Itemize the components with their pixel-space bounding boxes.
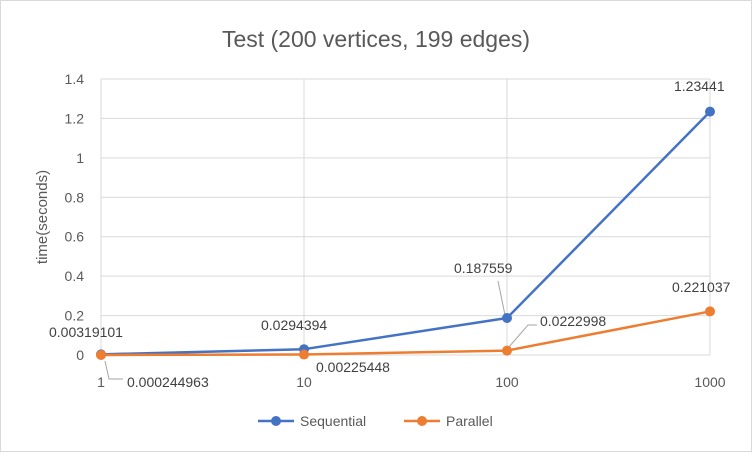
data-point-parallel — [96, 349, 106, 360]
y-tick-label: 0.8 — [65, 189, 85, 205]
data-label-parallel: 0.0222998 — [540, 313, 606, 329]
legend-label-parallel: Parallel — [446, 413, 493, 429]
legend-label-sequential: Sequential — [300, 413, 366, 429]
data-label-sequential: 0.187559 — [454, 260, 513, 276]
data-point-sequential — [705, 106, 715, 117]
y-tick-label: 0 — [76, 347, 84, 363]
y-tick-labels: 0 0.2 0.4 0.6 0.8 1 1.2 1.4 — [65, 71, 85, 363]
x-tick-label: 100 — [495, 374, 519, 390]
data-label-parallel: 0.00225448 — [316, 359, 390, 375]
gridlines — [100, 78, 711, 356]
chart-title: Test (200 vertices, 199 edges) — [222, 26, 530, 52]
leader-line — [104, 360, 123, 380]
series-line-parallel — [100, 310, 711, 357]
x-tick-label: 10 — [296, 374, 312, 390]
data-point-sequential — [502, 313, 512, 324]
data-label-sequential: 0.0294394 — [261, 317, 327, 333]
label-leader-lines — [104, 280, 537, 380]
data-point-parallel — [705, 306, 715, 317]
data-labels-group: 0.00319101 0.0294394 0.187559 1.23441 0.0002… — [49, 78, 731, 390]
data-label-parallel: 0.221037 — [672, 279, 731, 295]
data-label-parallel: 0.000244963 — [127, 374, 209, 390]
y-tick-label: 0.6 — [65, 229, 85, 245]
x-tick-labels: 1 10 100 1000 — [97, 374, 726, 390]
y-tick-label: 0.4 — [65, 268, 85, 284]
leader-line — [507, 324, 537, 349]
y-axis-label: time(seconds) — [34, 170, 51, 264]
x-tick-label: 1000 — [694, 374, 725, 390]
series-group — [96, 106, 715, 360]
y-tick-label: 1 — [76, 150, 84, 166]
x-tick-label: 1 — [97, 374, 105, 390]
legend: Sequential Parallel — [258, 413, 493, 429]
y-tick-label: 1.2 — [65, 110, 85, 126]
leader-line — [497, 280, 506, 316]
y-tick-label: 0.2 — [65, 308, 85, 324]
y-tick-label: 1.4 — [65, 71, 85, 87]
data-point-parallel — [299, 349, 309, 360]
data-point-parallel — [502, 345, 512, 356]
legend-marker-parallel — [417, 416, 427, 426]
data-label-sequential: 0.00319101 — [49, 324, 123, 340]
legend-marker-sequential — [271, 416, 281, 426]
series-line-sequential — [100, 110, 711, 356]
data-label-sequential: 1.23441 — [674, 78, 725, 94]
